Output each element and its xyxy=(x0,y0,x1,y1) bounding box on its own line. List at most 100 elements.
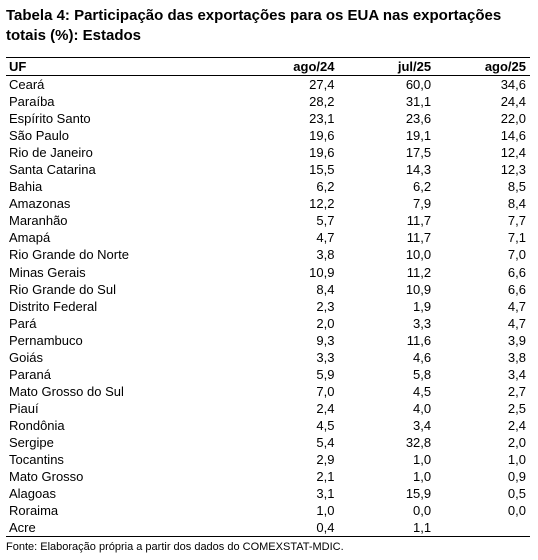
value-ago24: 2,3 xyxy=(316,298,335,314)
state-name: Tocantins xyxy=(9,452,64,468)
value-jul25: 19,1 xyxy=(405,128,432,144)
value-jul25: 7,9 xyxy=(413,196,432,212)
state-name: Ceará xyxy=(9,77,45,93)
value-ago25: 3,9 xyxy=(507,332,526,348)
table-row: São Paulo 19,6 19,1 14,6 xyxy=(6,127,530,144)
value-ago24: 5,4 xyxy=(316,435,335,450)
value-ago24: 3,3 xyxy=(316,349,335,365)
table-row: Rio Grande do Norte 3,8 10,0 7,0 xyxy=(6,246,530,263)
state-name: Pará xyxy=(9,315,37,331)
value-ago25: 3,8 xyxy=(507,349,526,365)
value-ago25: 2,7 xyxy=(507,383,526,399)
value-ago24: 10,9 xyxy=(309,264,335,280)
table-title: Tabela 4: Participação das exportações p… xyxy=(6,7,502,44)
state-name: Rio de Janeiro xyxy=(9,145,93,161)
table-row: Mato Grosso 2,1 1,0 0,9 xyxy=(6,468,530,485)
column-header-jul25: jul/25 xyxy=(334,57,432,76)
value-ago25: 3,4 xyxy=(507,366,526,382)
value-ago25: 2,5 xyxy=(507,400,526,416)
value-ago24: 3,8 xyxy=(316,247,335,263)
value-ago24: 2,1 xyxy=(316,469,335,485)
table-row: Maranhão 5,7 11,7 7,7 xyxy=(6,212,530,229)
value-ago25 xyxy=(431,519,530,538)
value-jul25: 60,0 xyxy=(405,77,432,93)
value-jul25: 10,9 xyxy=(405,281,432,297)
table-row: Sergipe 5,4 32,8 2,0 xyxy=(6,434,530,451)
column-header-uf: UF xyxy=(6,57,224,76)
state-name: Alagoas xyxy=(9,486,56,502)
state-name: Distrito Federal xyxy=(9,298,98,314)
value-ago25: 8,4 xyxy=(507,196,526,212)
table-row: Paraíba 28,2 31,1 24,4 xyxy=(6,93,530,110)
value-jul25: 1,1 xyxy=(334,519,432,538)
value-ago24: 2,9 xyxy=(316,452,335,468)
value-jul25: 3,4 xyxy=(413,417,432,433)
state-name: Pernambuco xyxy=(9,332,83,348)
value-ago25: 2,0 xyxy=(507,435,526,450)
value-ago24: 2,0 xyxy=(316,315,335,331)
table-row: Rio de Janeiro 19,6 17,5 12,4 xyxy=(6,144,530,161)
state-name: Amazonas xyxy=(9,196,71,212)
value-ago25: 22,0 xyxy=(500,111,526,127)
value-ago25: 4,7 xyxy=(507,315,526,331)
value-jul25: 14,3 xyxy=(405,162,432,178)
table-row: Espírito Santo 23,1 23,6 22,0 xyxy=(6,110,530,127)
state-name: Paraíba xyxy=(9,94,55,110)
value-jul25: 1,0 xyxy=(413,469,432,485)
table-row: Acre 0,4 1,1 xyxy=(6,519,530,538)
value-jul25: 3,3 xyxy=(413,315,432,331)
value-ago25: 0,9 xyxy=(507,469,526,485)
state-name: Mato Grosso xyxy=(9,469,84,485)
state-name: Sergipe xyxy=(9,435,54,450)
state-name: Maranhão xyxy=(9,213,68,229)
value-ago24: 2,4 xyxy=(316,400,335,416)
table-row: Distrito Federal 2,3 1,9 4,7 xyxy=(6,298,530,315)
value-ago24: 9,3 xyxy=(316,332,335,348)
state-name: Amapá xyxy=(9,230,51,246)
value-jul25: 11,7 xyxy=(406,230,432,246)
state-name: Espírito Santo xyxy=(9,111,91,127)
table-row: Paraná 5,9 5,8 3,4 xyxy=(6,366,530,383)
value-ago25: 6,6 xyxy=(507,281,526,297)
state-name: Roraima xyxy=(9,503,59,519)
value-ago25: 12,4 xyxy=(500,145,526,161)
table-row: Pará 2,0 3,3 4,7 xyxy=(6,315,530,332)
value-ago25: 24,4 xyxy=(500,94,526,110)
value-ago24: 23,1 xyxy=(309,111,335,127)
value-ago24: 5,9 xyxy=(316,366,335,382)
value-ago25: 8,5 xyxy=(507,179,526,195)
table-row: Santa Catarina 15,5 14,3 12,3 xyxy=(6,161,530,178)
value-ago25: 12,3 xyxy=(500,162,526,178)
value-ago24: 15,5 xyxy=(309,162,335,178)
column-header-ago25: ago/25 xyxy=(431,57,530,76)
state-name: Rio Grande do Norte xyxy=(9,247,129,263)
value-jul25: 6,2 xyxy=(413,179,432,195)
value-jul25: 1,0 xyxy=(413,452,432,468)
value-jul25: 31,1 xyxy=(405,94,432,110)
value-ago24: 19,6 xyxy=(309,128,335,144)
table-row: Ceará 27,4 60,0 34,6 xyxy=(6,76,530,94)
value-jul25: 4,0 xyxy=(413,400,432,416)
value-ago25: 1,0 xyxy=(507,452,526,468)
value-ago25: 0,5 xyxy=(507,486,526,502)
value-ago24: 19,6 xyxy=(309,145,335,161)
state-name: Rio Grande do Sul xyxy=(9,281,116,297)
value-jul25: 32,8 xyxy=(405,435,432,450)
value-ago24: 5,7 xyxy=(316,213,335,229)
table-row: Rio Grande do Sul 8,4 10,9 6,6 xyxy=(6,281,530,298)
column-header-ago24: ago/24 xyxy=(223,57,335,76)
exports-table: UF ago/24 jul/25 ago/25 Ceará 27,4 60,0 34,… xyxy=(6,57,530,538)
state-name: Bahia xyxy=(9,179,43,195)
state-name: Mato Grosso do Sul xyxy=(9,383,124,399)
value-ago24: 8,4 xyxy=(316,281,335,297)
value-jul25: 4,5 xyxy=(413,383,432,399)
value-jul25: 4,6 xyxy=(413,349,432,365)
value-jul25: 11,6 xyxy=(406,332,432,348)
value-ago24: 6,2 xyxy=(316,179,335,195)
value-ago25: 0,0 xyxy=(507,503,526,519)
value-jul25: 11,2 xyxy=(406,264,432,280)
value-ago24: 4,7 xyxy=(316,230,335,246)
value-jul25: 0,0 xyxy=(413,503,432,519)
table-row: Goiás 3,3 4,6 3,8 xyxy=(6,349,530,366)
state-name: Goiás xyxy=(9,349,43,365)
